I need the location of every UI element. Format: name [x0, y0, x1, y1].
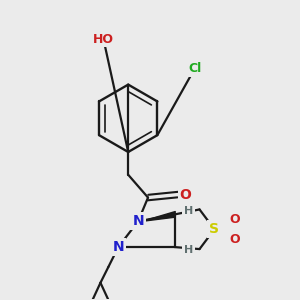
Polygon shape: [142, 212, 176, 221]
Text: O: O: [229, 213, 239, 226]
Text: H: H: [184, 245, 193, 255]
Text: N: N: [132, 214, 144, 228]
Text: HO: HO: [93, 32, 114, 46]
Text: O: O: [180, 188, 192, 202]
Text: N: N: [112, 240, 124, 254]
Text: H: H: [184, 206, 193, 216]
Text: Cl: Cl: [188, 62, 201, 75]
Text: S: S: [209, 222, 219, 236]
Text: O: O: [229, 233, 239, 246]
